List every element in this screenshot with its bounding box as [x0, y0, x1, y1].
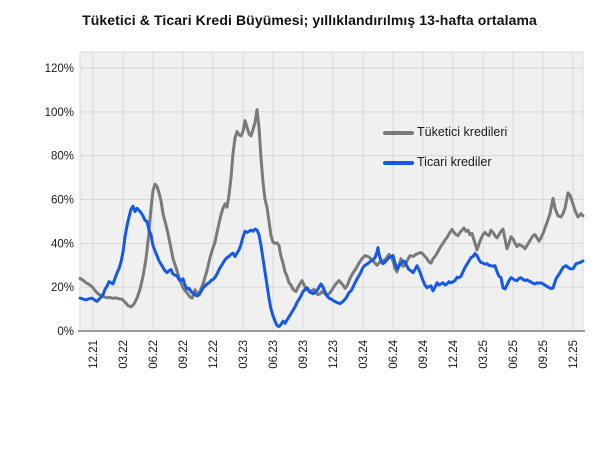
y-tick-label: 40% — [51, 238, 74, 250]
legend-swatch-ticari-line — [383, 161, 414, 165]
x-tick-label: 06.24 — [388, 339, 400, 368]
plot-area — [79, 51, 584, 332]
y-tick-label: 60% — [51, 195, 74, 207]
x-tick-label: 03.22 — [118, 340, 130, 369]
x-tick-label: 09.23 — [298, 340, 310, 369]
x-tick-label: 12.21 — [88, 340, 100, 369]
x-tick-label: 09.24 — [418, 339, 430, 368]
legend-item-ticari-krediler: Ticari krediler — [383, 148, 573, 178]
x-tick-label: 09.25 — [538, 340, 550, 369]
x-tick-label: 12.22 — [208, 340, 220, 369]
x-tick-label: 06.23 — [268, 340, 280, 369]
y-tick-label: 0% — [57, 326, 74, 338]
x-tick-label: 09.22 — [178, 340, 190, 369]
legend: Tüketici kredileri Ticari krediler — [383, 118, 573, 178]
x-tick-label: 12.23 — [328, 340, 340, 369]
legend-label-tuketici: Tüketici kredileri — [417, 125, 508, 139]
y-tick-label: 120% — [45, 63, 74, 75]
legend-swatch-tuketici-line — [383, 131, 414, 135]
y-tick-label: 100% — [45, 107, 74, 119]
legend-item-tuketici-kredileri: Tüketici kredileri — [383, 118, 573, 148]
y-tick-label: 80% — [51, 151, 74, 163]
x-tick-label: 12.25 — [568, 340, 580, 369]
x-tick-label: 03.23 — [238, 340, 250, 369]
x-tick-label: 12.24 — [448, 339, 460, 368]
x-tick-label: 06.25 — [508, 340, 520, 369]
x-tick-label: 03.25 — [478, 340, 490, 369]
y-tick-label: 20% — [51, 282, 74, 294]
x-tick-label: 03.24 — [358, 339, 370, 368]
legend-label-ticari: Ticari krediler — [417, 155, 492, 169]
series-line-ticari-krediler — [78, 204, 585, 329]
x-tick-label: 06.22 — [148, 340, 160, 369]
chart-title: Tüketici & Ticari Kredi Büyümesi; yıllık… — [82, 12, 537, 28]
